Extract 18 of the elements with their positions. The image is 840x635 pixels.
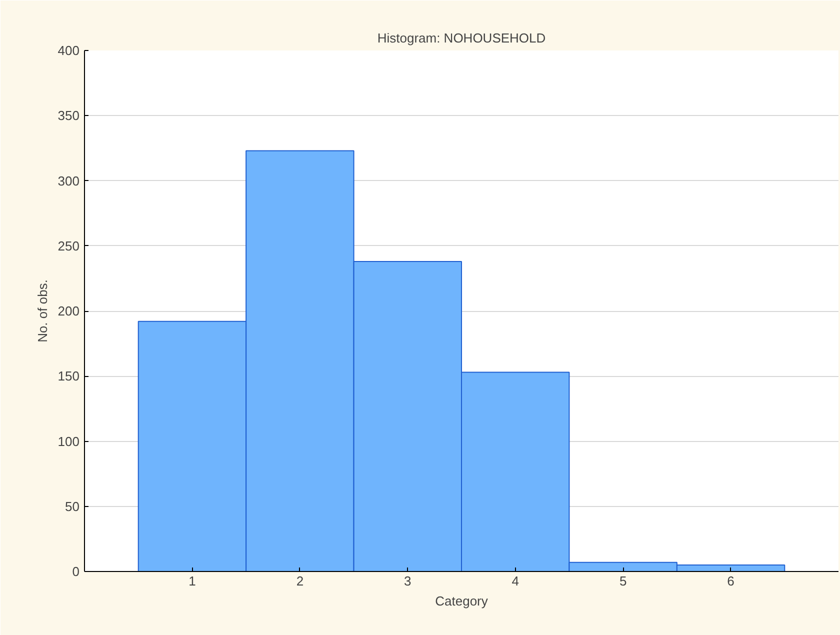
y-tick-label: 50 — [65, 498, 80, 514]
x-tick-label: 2 — [296, 574, 304, 588]
y-tick-label: 400 — [58, 43, 80, 58]
x-tick-label: 5 — [619, 574, 627, 588]
y-tick-label: 200 — [58, 304, 80, 318]
y-tick-label: 150 — [58, 368, 80, 384]
x-axis-title: Category — [435, 594, 488, 608]
y-tick-label: 100 — [58, 434, 80, 449]
chart-title: Histogram: NOHOUSEHOLD — [377, 30, 546, 46]
y-tick-label: 350 — [58, 108, 80, 124]
y-tick-label: 0 — [72, 564, 80, 579]
x-tick-label: 6 — [727, 574, 734, 588]
y-tick-label: 300 — [58, 173, 80, 188]
y-tick-label: 250 — [58, 238, 80, 254]
x-tick-label: 3 — [404, 574, 412, 588]
x-tick-label: 4 — [512, 574, 519, 588]
y-axis-title: No. of obs. — [34, 280, 50, 342]
x-tick-label: 1 — [188, 574, 196, 588]
